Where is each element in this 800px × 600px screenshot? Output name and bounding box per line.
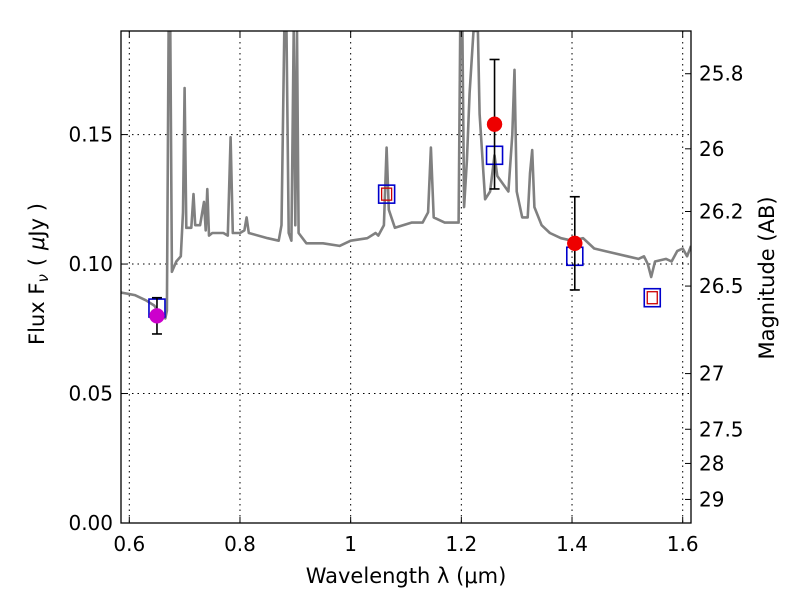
tick-labels: 0.6 0.8 1 1.2 1.4 1.6 0.00 0.05 0.10 0.15 25.8 26 26… bbox=[68, 62, 743, 556]
x-tick-label: 1.2 bbox=[445, 532, 477, 556]
model-spectrum bbox=[121, 31, 691, 320]
axis-ticks bbox=[121, 31, 691, 524]
y-axis-title-open: ( bbox=[25, 258, 49, 266]
plot-frame bbox=[120, 30, 692, 524]
y-axis-title-sub: ν bbox=[34, 274, 52, 282]
model-photometry-square bbox=[643, 287, 662, 308]
x-tick-label: 0.6 bbox=[113, 532, 145, 556]
small-red-square bbox=[646, 291, 658, 305]
x-axis-title: Wavelength λ (μm) bbox=[306, 564, 507, 588]
y2-tick-label: 29 bbox=[699, 487, 724, 511]
x-tick-label: 0.8 bbox=[224, 532, 256, 556]
x-tick-label: 1 bbox=[344, 532, 357, 556]
y-axis-title-mu: μ bbox=[25, 237, 49, 251]
y-tick-label: 0.10 bbox=[68, 252, 113, 276]
y2-tick-label: 25.8 bbox=[699, 62, 744, 86]
data-markers bbox=[148, 58, 662, 335]
model-photometry-square bbox=[377, 184, 396, 204]
y-tick-label: 0.00 bbox=[68, 511, 113, 535]
spectrum-line bbox=[121, 31, 691, 320]
y2-tick-label: 28 bbox=[699, 451, 724, 475]
x-tick-label: 1.4 bbox=[556, 532, 588, 556]
measured-point bbox=[567, 235, 583, 252]
y2-axis-title-text: Magnitude (AB) bbox=[755, 196, 779, 359]
measured-point bbox=[486, 116, 503, 132]
svg-text:Flux Fν(μJy ): Flux Fν ( μJy ) bbox=[25, 203, 52, 345]
y2-tick-label: 27.5 bbox=[699, 417, 744, 441]
small-red-square bbox=[380, 187, 393, 201]
y2-tick-label: 26 bbox=[699, 137, 724, 161]
y2-tick-label: 26.5 bbox=[699, 274, 744, 298]
y-tick-label: 0.15 bbox=[68, 123, 113, 147]
y-axis-title: Flux Fν ( μJy ) bbox=[25, 203, 52, 345]
x-tick-label: 1.6 bbox=[667, 532, 699, 556]
y-axis-title-unit: Jy ) bbox=[25, 203, 49, 239]
y-tick-label: 0.05 bbox=[68, 382, 113, 406]
y-axis-title-main: Flux F bbox=[25, 283, 49, 345]
y2-axis-title: Magnitude (AB) bbox=[755, 196, 779, 359]
measured-point bbox=[149, 308, 165, 324]
y2-tick-label: 26.2 bbox=[699, 199, 744, 223]
y2-tick-label: 27 bbox=[699, 362, 724, 386]
grid-lines bbox=[121, 31, 691, 523]
